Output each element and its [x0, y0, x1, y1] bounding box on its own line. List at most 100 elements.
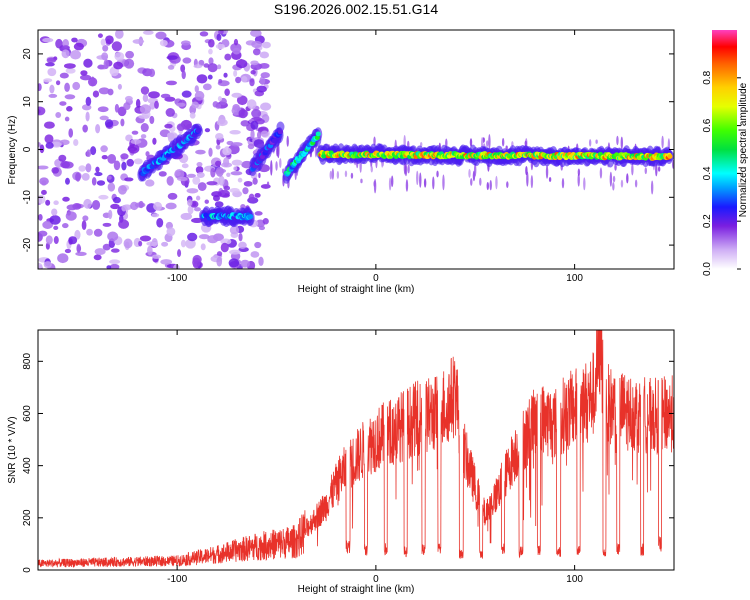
- noise-blob: [100, 38, 106, 46]
- noise-blob: [102, 222, 112, 227]
- noise-streak: [501, 138, 505, 147]
- noise-blob: [108, 209, 113, 220]
- noise-streak: [488, 134, 491, 150]
- noise-blob: [109, 263, 120, 269]
- noise-streak: [344, 170, 348, 178]
- noise-streak: [616, 135, 619, 146]
- noise-blob: [111, 41, 123, 52]
- noise-blob: [215, 166, 224, 177]
- noise-blob: [97, 33, 103, 38]
- noise-blob: [106, 265, 112, 269]
- noise-blob: [230, 171, 243, 176]
- noise-streak: [530, 175, 534, 189]
- noise-blob: [185, 238, 196, 249]
- noise-blob: [38, 106, 46, 116]
- noise-blob: [148, 91, 160, 99]
- noise-blob: [101, 155, 108, 160]
- colorbar-label: Normalized spectral amplitude: [738, 82, 749, 217]
- noise-blob: [237, 177, 243, 183]
- noise-streak: [432, 176, 435, 190]
- noise-blob: [142, 30, 154, 35]
- noise-streak: [495, 175, 498, 190]
- noise-streak: [671, 159, 674, 169]
- spectrogram-image: [38, 30, 674, 269]
- noise-blob: [93, 254, 102, 261]
- noise-blob: [236, 95, 248, 106]
- noise-blob: [91, 199, 101, 210]
- noise-blob: [41, 189, 47, 196]
- noise-blob: [189, 112, 196, 119]
- noise-blob: [193, 64, 203, 69]
- noise-blob: [256, 131, 262, 139]
- noise-blob: [252, 48, 261, 56]
- noise-blob: [167, 132, 175, 143]
- noise-streak: [545, 165, 549, 179]
- noise-blob: [195, 165, 204, 174]
- noise-streak: [331, 168, 335, 180]
- noise-blob: [45, 142, 54, 149]
- noise-blob: [75, 172, 81, 182]
- noise-blob: [151, 213, 160, 218]
- noise-blob: [217, 189, 230, 197]
- colorbar-tick-label: 0.8: [702, 70, 713, 84]
- noise-blob: [196, 162, 203, 167]
- noise-blob: [90, 76, 96, 87]
- noise-blob: [64, 248, 72, 254]
- noise-blob: [138, 240, 143, 247]
- noise-streak: [404, 163, 408, 177]
- x-tick-label: 100: [566, 273, 583, 284]
- noise-blob: [68, 236, 78, 245]
- noise-blob: [71, 37, 78, 43]
- noise-blob: [231, 159, 243, 166]
- noise-blob: [107, 175, 112, 180]
- noise-blob: [252, 177, 258, 185]
- noise-blob: [38, 165, 49, 170]
- colorbar-ticks: 0.0 0.2 0.4 0.6 0.8: [702, 70, 741, 276]
- noise-blob: [69, 50, 81, 60]
- track-point: [165, 152, 171, 158]
- noise-blob: [250, 70, 256, 75]
- noise-blob: [196, 74, 208, 84]
- noise-blob: [124, 177, 134, 182]
- noise-blob: [235, 76, 242, 84]
- noise-blob: [180, 64, 186, 73]
- noise-blob: [165, 108, 175, 117]
- noise-blob: [259, 51, 270, 59]
- snr-axes: -100 0 100 0 200 400 600 800: [22, 330, 674, 585]
- noise-blob: [173, 264, 180, 269]
- noise-streak: [442, 174, 445, 191]
- y-tick-label: 0: [22, 567, 33, 573]
- noise-blob: [243, 180, 253, 187]
- noise-blob: [258, 225, 266, 231]
- noise-streak: [506, 181, 509, 188]
- noise-blob: [167, 65, 175, 70]
- noise-blob: [61, 49, 70, 59]
- noise-blob: [110, 248, 120, 253]
- noise-blob: [121, 161, 127, 171]
- noise-blob: [218, 78, 223, 84]
- noise-blob: [109, 259, 121, 265]
- noise-streak: [661, 135, 664, 149]
- noise-blob: [82, 215, 89, 222]
- noise-blob: [45, 62, 55, 67]
- noise-streak: [416, 170, 419, 186]
- noise-blob: [208, 147, 213, 157]
- noise-blob: [229, 129, 241, 135]
- colorbar-gradient: [712, 30, 737, 269]
- noise-blob: [59, 72, 69, 79]
- noise-blob: [85, 96, 92, 106]
- noise-streak: [336, 171, 340, 179]
- noise-blob: [81, 104, 92, 111]
- noise-streak: [329, 170, 333, 180]
- track-point: [271, 138, 277, 144]
- snr-ylabel: SNR (10 * V/V): [7, 416, 18, 483]
- noise-blob: [117, 185, 127, 195]
- noise-blob: [191, 101, 200, 109]
- noise-blob: [160, 259, 173, 265]
- noise-blob: [103, 59, 110, 70]
- noise-blob: [220, 242, 229, 253]
- noise-blob: [38, 213, 43, 221]
- noise-blob: [215, 43, 225, 50]
- noise-blob: [233, 166, 238, 171]
- noise-blob: [55, 80, 61, 86]
